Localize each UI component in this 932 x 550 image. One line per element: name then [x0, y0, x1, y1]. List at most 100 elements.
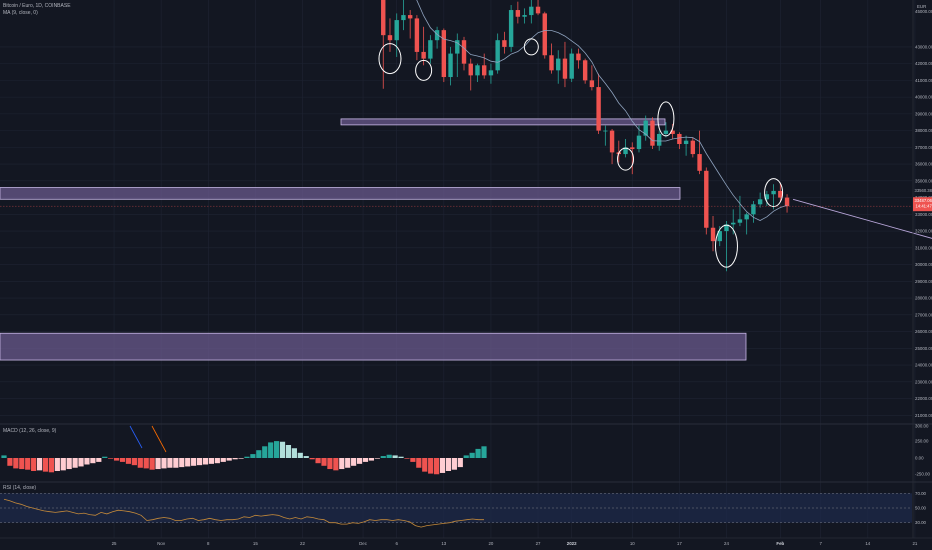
price-tick: 39000.00: [915, 111, 932, 116]
time-axis[interactable]: 25Nov81522Dec61320272022101724Feb71421Ma…: [0, 537, 932, 546]
ma-legend[interactable]: MA (9, close, 0): [3, 10, 40, 16]
ma-title[interactable]: MA (9, close, 0): [3, 10, 38, 16]
macd-bar: [327, 458, 333, 470]
macd-bar: [250, 454, 256, 458]
rsi-title[interactable]: RSI (14, close): [3, 485, 37, 491]
macd-bar: [84, 458, 90, 465]
time-tick: Dec: [359, 541, 368, 546]
candle-body: [582, 60, 588, 81]
rsi-line: [3, 498, 484, 528]
rsi-pane: 70.00 50.00 30.00: [0, 481, 932, 528]
macd-bar: [167, 458, 173, 468]
macd-bar: [202, 458, 209, 465]
candle-body: [697, 154, 702, 171]
macd-bar: [368, 458, 375, 461]
macd-bar: [481, 446, 487, 458]
macd-bar: [149, 458, 155, 470]
candle-body: [522, 15, 527, 17]
candle-body: [562, 58, 568, 79]
circle-annotation: [657, 101, 675, 137]
macd-bar: [90, 458, 96, 464]
symbol-legend[interactable]: Bitcoin / Euro, 1D, COINBASE: [3, 3, 73, 9]
macd-bar: [42, 458, 49, 472]
macd-bar: [469, 452, 475, 458]
rsi-tick: 70.00: [915, 491, 927, 496]
macd-bar: [351, 458, 357, 466]
time-tick: 7: [819, 541, 822, 546]
macd-bar: [113, 458, 120, 461]
candle-body: [488, 70, 494, 76]
candle-body: [495, 40, 500, 71]
candle-body: [549, 55, 554, 71]
time-tick: 21: [912, 541, 917, 546]
rsi-legend[interactable]: RSI (14, close): [3, 485, 38, 491]
candle-body: [757, 199, 763, 205]
price-tick: 29000.00: [915, 279, 932, 284]
candle-body: [677, 133, 682, 145]
macd-bar: [439, 458, 446, 473]
macd-bar: [19, 458, 25, 470]
macd-bar: [36, 458, 43, 471]
time-tick: 25: [112, 541, 117, 546]
macd-bar: [463, 455, 469, 458]
macd-bar: [416, 458, 422, 468]
macd-bar: [268, 442, 274, 458]
macd-bar: [143, 458, 149, 469]
macd-bar: [1, 455, 7, 458]
macd-bar: [137, 458, 143, 468]
macd-bar: [362, 458, 369, 462]
candle-body: [636, 135, 642, 150]
signal-line: [151, 425, 167, 453]
time-tick: 2022: [567, 541, 577, 546]
candle-body: [643, 120, 648, 136]
time-tick: 27: [536, 541, 541, 546]
candle-body: [381, 0, 386, 36]
drawing-annotations[interactable]: [378, 38, 932, 268]
macd-bar: [380, 456, 386, 458]
macd-bar: [60, 458, 66, 471]
circle-annotation: [617, 147, 635, 171]
macd-bar: [422, 458, 428, 472]
macd-bar: [256, 450, 262, 458]
candle-body: [434, 30, 440, 41]
candle-body: [784, 197, 790, 207]
price-tick: 28000.00: [915, 296, 932, 301]
macd-bar: [244, 456, 250, 458]
macd-bar: [262, 446, 268, 458]
macd-bar: [404, 458, 410, 459]
candle-body: [468, 63, 473, 76]
macd-bar: [226, 458, 232, 461]
macd-bar: [220, 458, 226, 462]
price-tick: 30000.00: [915, 262, 932, 267]
price-tick: 37000.00: [915, 145, 932, 150]
support-zone-lower: [0, 332, 747, 361]
time-tick: 17: [677, 541, 682, 546]
macd-bar: [285, 445, 292, 458]
circle-annotation: [415, 59, 433, 81]
macd-bar: [119, 458, 126, 462]
macd-bar: [315, 458, 321, 464]
time-tick: Nov: [157, 541, 166, 546]
circle-annotation: [714, 224, 738, 268]
rsi-tick: 30.00: [915, 520, 927, 525]
macd-bar: [102, 456, 108, 458]
macd-title[interactable]: MACD (12, 26, close, 9): [3, 428, 57, 434]
candle-body: [771, 190, 776, 195]
macd-legend[interactable]: MACD (12, 26, close, 9): [3, 428, 58, 434]
macd-bar: [457, 458, 463, 468]
price-zones[interactable]: [0, 118, 747, 361]
macd-bar: [13, 458, 19, 469]
macd-bar: [374, 458, 380, 459]
symbol-title[interactable]: Bitcoin / Euro, 1D, COINBASE: [3, 3, 71, 9]
candle-body: [401, 15, 406, 21]
candle-body: [630, 147, 635, 150]
price-tick: 40000.00: [915, 95, 932, 100]
candle-body: [670, 130, 675, 134]
last-price-value: 33487.06: [915, 198, 932, 203]
candle-body: [529, 6, 534, 16]
candle-body: [461, 40, 467, 64]
macd-bar: [410, 458, 416, 462]
candle-body: [569, 53, 574, 79]
